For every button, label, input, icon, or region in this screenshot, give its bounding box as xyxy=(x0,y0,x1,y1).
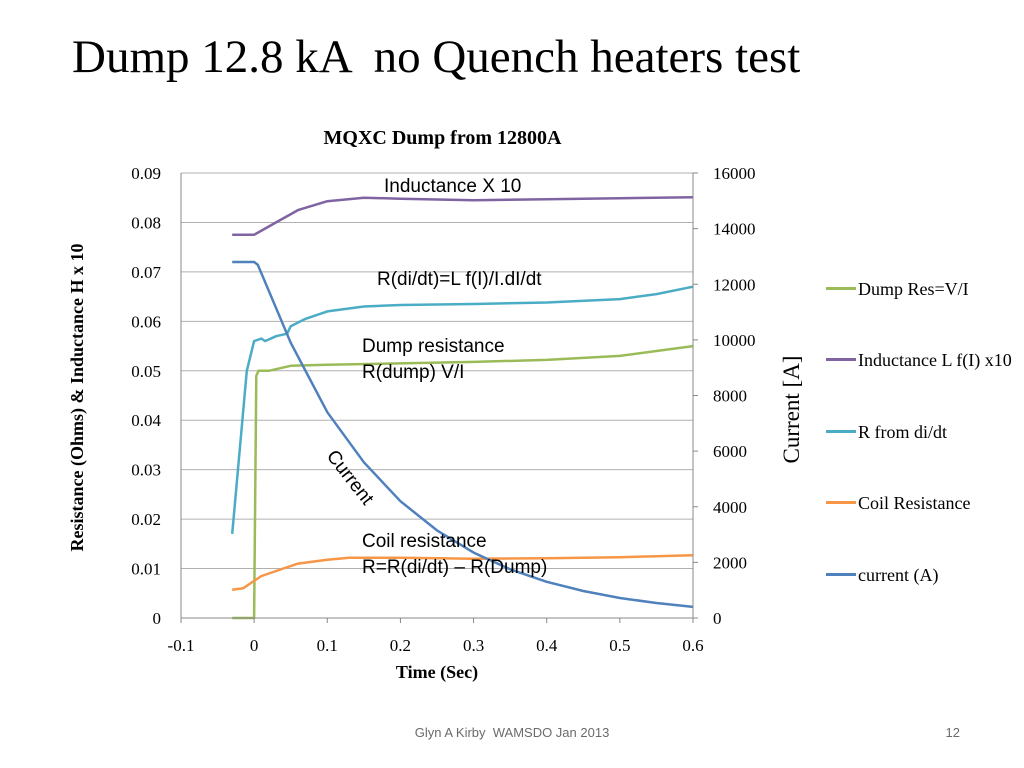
x-tick-label: 0.6 xyxy=(682,636,703,655)
y-left-tick-label: 0.09 xyxy=(131,164,161,183)
y-left-tick-label: 0.05 xyxy=(131,362,161,381)
y-right-tick-label: 10000 xyxy=(713,331,756,350)
x-tick-label: 0.3 xyxy=(463,636,484,655)
legend-swatch-coil-resistance xyxy=(826,501,856,504)
y-right-tick-label: 4000 xyxy=(713,498,747,517)
slide-number: 12 xyxy=(945,725,960,740)
series-line-4 xyxy=(232,260,694,609)
y-right-tick-label: 0 xyxy=(713,609,722,628)
y-left-tick-label: 0.02 xyxy=(131,510,161,529)
y-right-tick-label: 6000 xyxy=(713,442,747,461)
y-left-tick-label: 0.01 xyxy=(131,560,161,579)
y-right-axis-title: Current [A] xyxy=(779,356,804,464)
y-right-tick-label: 14000 xyxy=(713,220,756,239)
series-layer xyxy=(230,195,694,620)
legend-label: Coil Resistance xyxy=(858,493,971,513)
y-left-tick-label: 0.03 xyxy=(131,461,161,480)
y-right-tick-label: 8000 xyxy=(713,387,747,406)
legend-swatch-current xyxy=(826,573,856,576)
x-tick-label: 0.4 xyxy=(536,636,558,655)
annotation-inductance: Inductance X 10 xyxy=(384,176,522,197)
x-tick-label: 0 xyxy=(250,636,259,655)
x-axis-title: Time (Sec) xyxy=(396,662,478,683)
grid-lines xyxy=(181,172,693,619)
y-left-axis-title: Resistance (Ohms) & Inductance H x 10 xyxy=(67,244,88,552)
y-left-tick-label: 0.07 xyxy=(131,263,161,282)
line-chart: 0 0.01 0.02 0.03 0.04 0.05 0.06 0.07 0.08 0.09 0 20… xyxy=(67,164,804,683)
y-right-tick-label: 12000 xyxy=(713,275,756,294)
x-tick-label: 0.1 xyxy=(317,636,338,655)
y-left-tick-label: 0.08 xyxy=(131,213,161,232)
y-left-tick-label: 0.04 xyxy=(131,411,161,430)
legend-label: Dump Res=V/I xyxy=(858,279,969,299)
axes-layer xyxy=(180,172,698,623)
annotation-dump-resistance: Dump resistance R(dump) V/I xyxy=(362,336,505,383)
tick-labels-layer: 0 0.01 0.02 0.03 0.04 0.05 0.06 0.07 0.08 0.09 0 20… xyxy=(67,164,804,683)
legend-swatch-r-didt xyxy=(826,430,856,433)
legend-swatch-dump-res xyxy=(826,287,856,290)
legend-label: R from di/dt xyxy=(858,422,947,442)
chart-title: MQXC Dump from 12800A xyxy=(323,127,562,149)
series-line-2 xyxy=(230,285,694,535)
annotation-coil-resistance: Coil resistance R=R(di/dt) – R(Dump) xyxy=(362,531,548,578)
annotation-r-didt: R(di/dt)=L f(I)/I.dI/dt xyxy=(377,269,542,290)
legend-label: Inductance L f(I) x10 xyxy=(858,350,1012,370)
y-left-tick-label: 0 xyxy=(153,609,162,628)
y-left-tick-label: 0.06 xyxy=(131,312,161,331)
y-right-tick-label: 16000 xyxy=(713,164,756,183)
legend-label: current (A) xyxy=(858,565,939,585)
footer-text: Glyn A Kirby WAMSDO Jan 2013 xyxy=(414,725,610,740)
x-tick-label: 0.5 xyxy=(609,636,630,655)
x-tick-label: 0.2 xyxy=(390,636,411,655)
y-right-tick-label: 2000 xyxy=(713,553,747,572)
legend-swatch-inductance xyxy=(826,358,856,361)
x-tick-label: -0.1 xyxy=(168,636,195,655)
slide-title: Dump 12.8 kA no Quench heaters test xyxy=(72,31,801,83)
series-line-3 xyxy=(232,553,694,592)
series-line-1 xyxy=(232,195,694,237)
series-line-0 xyxy=(232,344,694,620)
